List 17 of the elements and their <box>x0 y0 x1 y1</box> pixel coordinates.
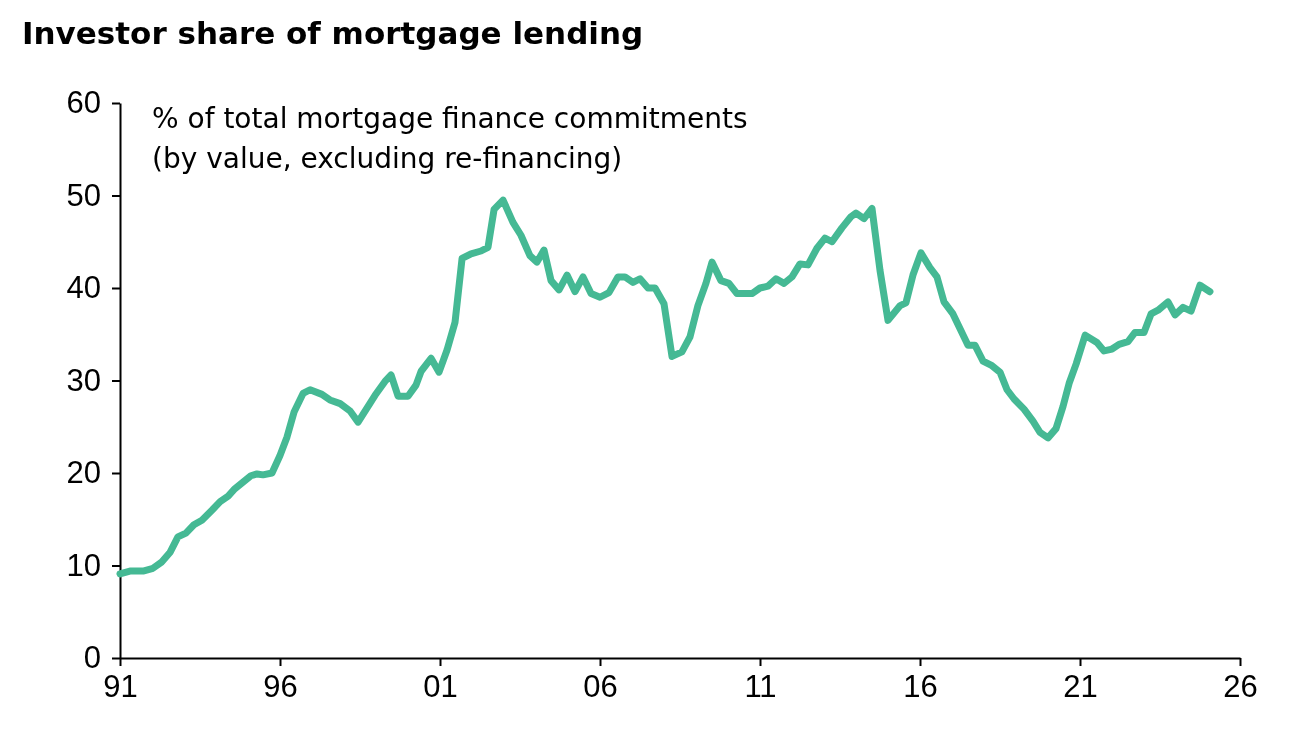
y-tick-label: 20 <box>66 455 101 491</box>
x-tick-label: 01 <box>423 668 458 704</box>
y-tick-label: 10 <box>66 547 101 583</box>
text: % of total mortgage finance commitments (by value, excluding re-financing) <box>152 102 748 175</box>
y-tick-label: 50 <box>66 177 101 213</box>
y-tick-label: 40 <box>66 270 101 306</box>
x-tick-label: 11 <box>744 668 777 704</box>
chart-title: Investor share of mortgage lending <box>22 15 644 51</box>
x-tick-label: 91 <box>103 668 138 704</box>
x-tick-label: 21 <box>1063 668 1098 704</box>
y-tick-label: 60 <box>66 85 101 121</box>
x-tick-label: 06 <box>583 668 618 704</box>
y-tick-label: 30 <box>66 362 101 398</box>
x-tick-label: 26 <box>1223 668 1258 704</box>
x-tick-label: 16 <box>903 668 938 704</box>
y-tick-label: 0 <box>83 640 101 676</box>
x-tick-label: 96 <box>263 668 298 704</box>
